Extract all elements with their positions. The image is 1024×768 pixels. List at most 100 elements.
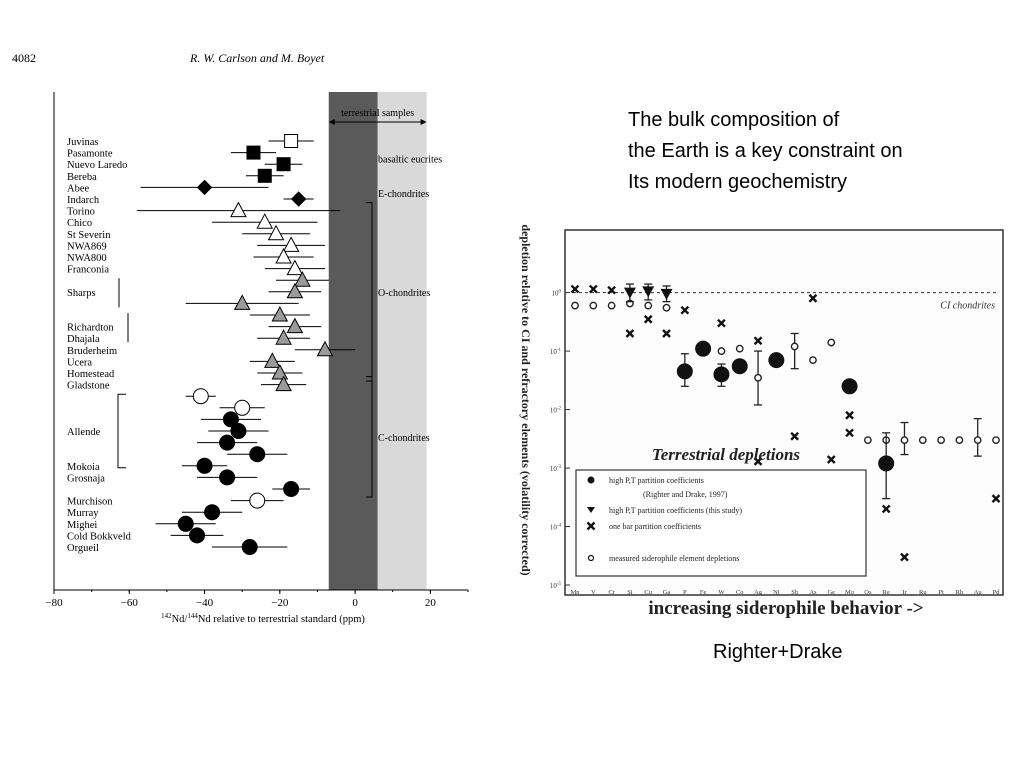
- x-tick-label: −60: [121, 597, 139, 609]
- x-tick-label: Rh: [956, 589, 964, 596]
- sample-label: Cold Bokkveld: [67, 531, 132, 542]
- figure-credit: Righter+Drake: [713, 641, 843, 663]
- data-point-cross: [845, 410, 854, 420]
- data-point-open-circle: [827, 338, 836, 347]
- x-tick-label: Cr: [608, 589, 615, 596]
- cross-stroke: [625, 329, 635, 338]
- cross-stroke: [753, 457, 763, 466]
- data-point-triangle: [294, 271, 311, 287]
- group-label: E-chondrites: [378, 189, 429, 200]
- sample-label: Franconia: [67, 265, 109, 276]
- sample-label: NWA869: [67, 241, 107, 252]
- x-tick-label: V: [591, 589, 596, 596]
- x-tick-label: Pt: [938, 589, 944, 596]
- x-tick-label: W: [718, 589, 725, 596]
- group-label: C-chondrites: [378, 433, 430, 444]
- data-point-cross: [643, 314, 653, 324]
- data-point-open-circle: [607, 301, 616, 310]
- data-point-triangle: [275, 329, 292, 345]
- data-point-open-circle: [754, 373, 762, 382]
- data-point-triangle: [286, 317, 304, 334]
- cross-stroke: [753, 336, 763, 346]
- cross-stroke: [826, 455, 836, 464]
- data-point-circle: [283, 481, 300, 497]
- data-point-cross: [826, 455, 836, 464]
- legend-label: one bar partition coefficients: [609, 522, 701, 531]
- x-tick-label: Cu: [644, 589, 652, 596]
- data-point-open-circle: [644, 301, 653, 310]
- cross-stroke: [717, 318, 726, 328]
- legend-marker: [587, 507, 595, 513]
- data-point-cross: [790, 431, 800, 441]
- cross-stroke: [662, 329, 671, 338]
- legend-label: high P,T partition coefficients (this st…: [609, 506, 742, 515]
- data-point-triangle: [275, 247, 292, 264]
- x-tick-label: 0: [352, 597, 358, 609]
- data-point-cross: [753, 336, 763, 346]
- x-tick-label: Pd: [993, 589, 1001, 596]
- data-point-cross: [588, 284, 598, 294]
- data-point-filled-circle: [713, 366, 730, 383]
- x-tick-label: −20: [271, 597, 289, 609]
- sample-bracket: [117, 393, 126, 469]
- x-axis-label: increasing siderophile behavior ->: [648, 598, 923, 619]
- data-point-filled-circle: [731, 358, 748, 375]
- band-0: [328, 92, 378, 590]
- sample-label: Indarch: [67, 195, 100, 206]
- data-point-diamond: [196, 179, 213, 196]
- x-axis-label: 142Nd/144Nd relative to terrestrial stan…: [161, 612, 365, 625]
- x-tick-label: −80: [45, 597, 63, 609]
- sample-label: Homestead: [67, 369, 115, 380]
- data-point-open-circle: [863, 436, 872, 445]
- band-arrow-left: [328, 119, 335, 125]
- data-point-square: [257, 168, 272, 183]
- data-point-triangle: [263, 352, 281, 368]
- group-bracket: [366, 202, 373, 382]
- data-point-circle: [189, 527, 206, 544]
- data-point-open-circle: [735, 344, 744, 353]
- y-axis-label: depletion relative to CI and refractory …: [519, 224, 533, 575]
- sample-label: Nuevo Laredo: [67, 160, 127, 171]
- x-tick-label: Co: [736, 589, 744, 596]
- data-point-circle: [234, 399, 251, 416]
- nd-isotope-chart: terrestrial samples −80 −60 −40 −20 0 20 142Nd/…: [45, 92, 469, 625]
- sample-label: Mokoia: [67, 462, 100, 473]
- data-point-filled-triangle: [623, 287, 636, 299]
- y-tick-label: 10-1: [550, 348, 562, 356]
- sample-label: Abee: [67, 183, 89, 194]
- cross-stroke: [588, 284, 598, 294]
- data-point-circle: [241, 539, 258, 555]
- data-point-circle: [219, 434, 236, 451]
- chart-title: Terrestrial depletions: [652, 445, 801, 464]
- sample-label: Allende: [67, 427, 101, 438]
- slide-text-line: Its modern geochemistry: [628, 171, 847, 193]
- data-point-cross: [845, 428, 854, 438]
- data-point-triangle: [267, 224, 285, 241]
- data-point-diamond: [290, 191, 307, 207]
- data-point-circle: [249, 446, 266, 463]
- data-point-square: [284, 134, 299, 148]
- x-tick-label: Mo: [845, 589, 854, 596]
- data-point-triangle: [275, 375, 292, 392]
- cross-stroke: [991, 494, 1001, 503]
- x-tick-label: Au: [974, 589, 983, 596]
- legend-marker: [587, 554, 595, 562]
- data-point-open-circle: [955, 436, 964, 445]
- paper-authors: R. W. Carlson and M. Boyet: [190, 51, 325, 65]
- data-point-filled-circle: [878, 455, 895, 472]
- x-tick-label: Ag: [754, 589, 763, 596]
- data-point-circle: [222, 411, 239, 428]
- data-point-cross: [991, 494, 1001, 503]
- data-point-open-circle: [937, 436, 945, 445]
- data-point-triangle: [271, 363, 289, 380]
- y-tick-label: 10-2: [550, 407, 562, 415]
- x-tick-label: −40: [196, 597, 214, 609]
- data-point-circle: [230, 423, 247, 439]
- x-tick-label: 20: [425, 597, 437, 609]
- x-tick-label: P: [683, 589, 687, 596]
- cross-stroke: [881, 504, 891, 514]
- ci-reference-label: CI chondrites: [940, 301, 995, 312]
- cross-stroke: [790, 431, 800, 441]
- x-tick-label: Si: [627, 589, 633, 596]
